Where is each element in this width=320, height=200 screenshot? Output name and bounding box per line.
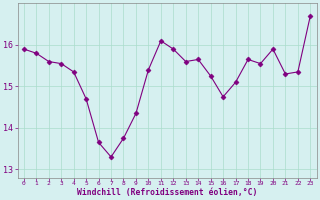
X-axis label: Windchill (Refroidissement éolien,°C): Windchill (Refroidissement éolien,°C) — [77, 188, 257, 197]
